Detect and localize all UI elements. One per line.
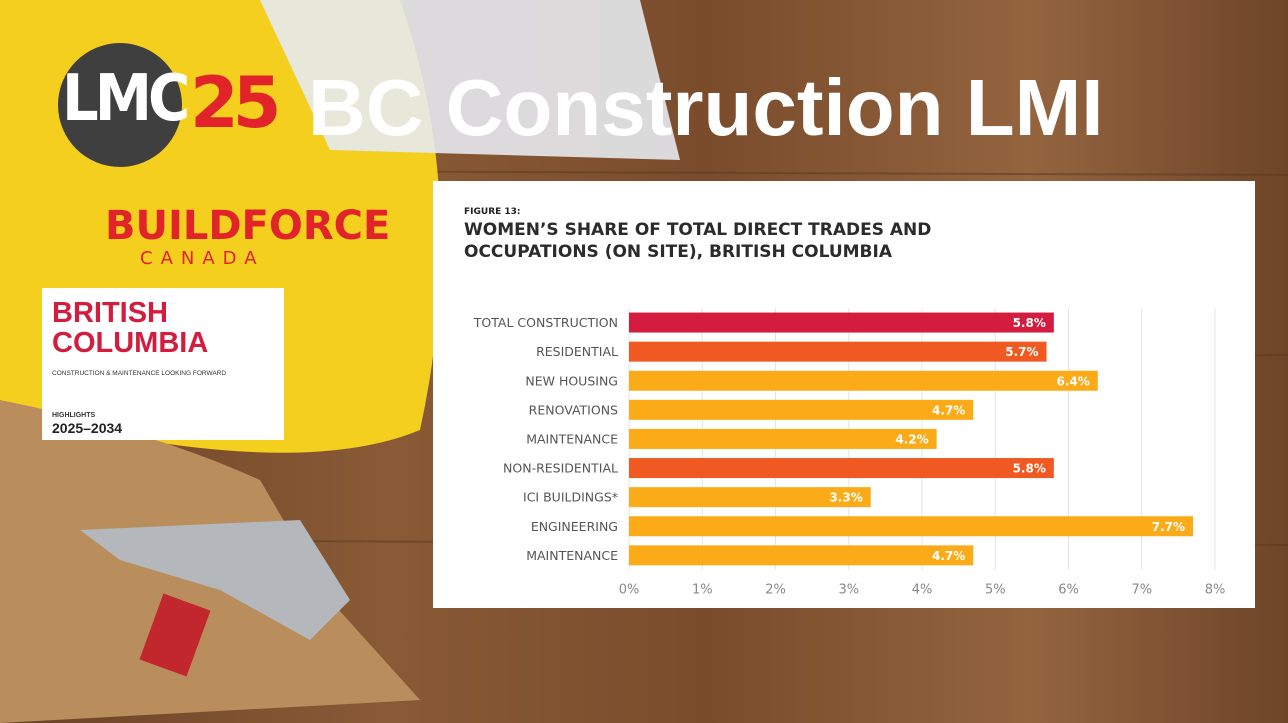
x-tick-label: 6%: [1058, 582, 1079, 597]
y-tick-label: MAINTENANCE: [526, 548, 618, 563]
bar: [629, 458, 1054, 478]
y-tick-label: NEW HOUSING: [525, 373, 618, 388]
bar: [629, 342, 1047, 362]
bar: [629, 545, 973, 565]
value-label: 4.2%: [895, 432, 928, 446]
value-label: 7.7%: [1152, 520, 1185, 534]
y-tick-label: ICI BUILDINGS*: [523, 490, 618, 505]
x-tick-label: 1%: [692, 582, 713, 597]
bar: [629, 371, 1098, 391]
value-label: 6.4%: [1057, 374, 1090, 388]
x-tick-label: 4%: [912, 582, 933, 597]
y-tick-label: MAINTENANCE: [526, 431, 618, 446]
x-tick-label: 8%: [1205, 582, 1226, 597]
x-tick-label: 0%: [619, 582, 640, 597]
y-tick-label: RESIDENTIAL: [536, 344, 618, 359]
y-tick-label: TOTAL CONSTRUCTION: [473, 315, 618, 330]
value-label: 3.3%: [829, 491, 862, 505]
x-tick-label: 2%: [765, 582, 786, 597]
y-tick-label: NON-RESIDENTIAL: [503, 461, 618, 476]
x-tick-label: 3%: [838, 582, 859, 597]
bar: [629, 313, 1054, 333]
value-label: 5.8%: [1013, 316, 1046, 330]
x-tick-label: 7%: [1131, 582, 1152, 597]
bar: [629, 429, 937, 449]
value-label: 5.7%: [1005, 345, 1038, 359]
value-label: 4.7%: [932, 403, 965, 417]
x-tick-label: 5%: [985, 582, 1006, 597]
y-tick-label: ENGINEERING: [531, 519, 618, 534]
value-label: 5.8%: [1013, 462, 1046, 476]
value-label: 4.7%: [932, 549, 965, 563]
slide: LMC 25 BC Construction LMI BUILDFORCE CA…: [0, 0, 1288, 723]
bar: [629, 400, 973, 420]
chart: 0% 1% 2% 3% 4% 5% 6% 7% 8% TOTAL CONSTRUCTION 5.8%…: [0, 0, 1288, 723]
bar: [629, 516, 1193, 536]
y-tick-label: RENOVATIONS: [529, 402, 618, 417]
